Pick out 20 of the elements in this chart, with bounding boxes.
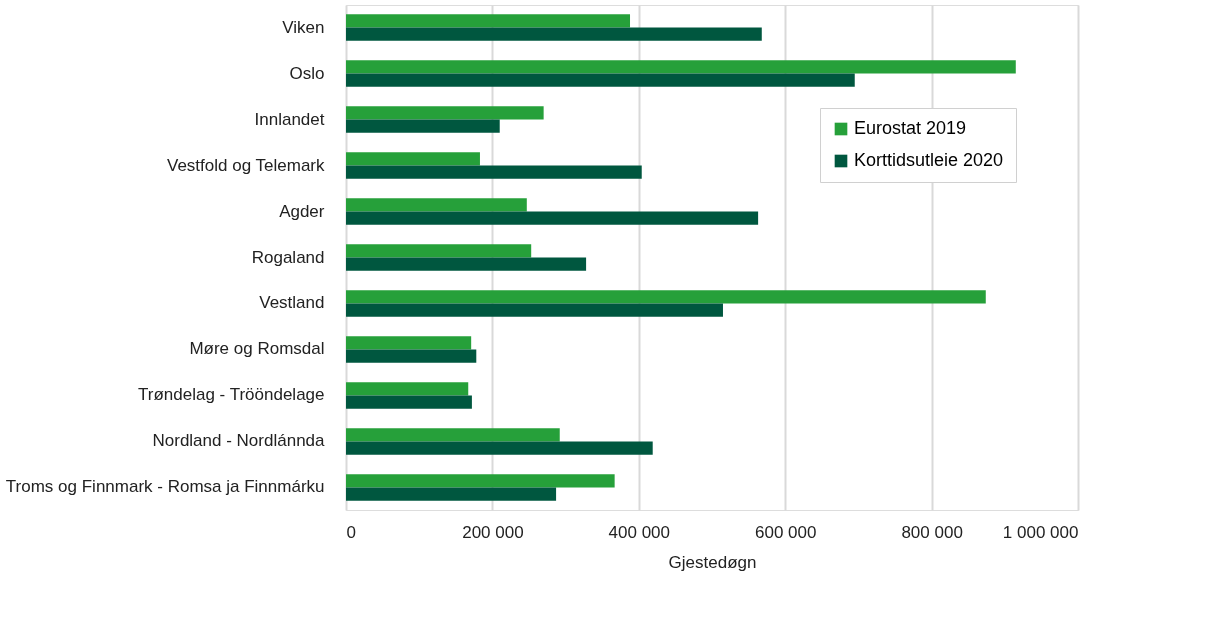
y-tick-label: Nordland - Nordlánnda xyxy=(152,431,326,451)
y-tick-label: Rogaland xyxy=(251,247,325,267)
y-tick-label: Innlandet xyxy=(254,109,325,129)
y-tick-label: Agder xyxy=(279,201,325,221)
y-tick-label: Troms og Finnmark - Romsa ja Finnmárku xyxy=(5,477,325,497)
x-tick-label: 0 xyxy=(346,522,356,542)
y-tick-label: Møre og Romsdal xyxy=(189,339,325,359)
y-tick-label: Viken xyxy=(282,17,325,37)
x-tick-label: 1 000 000 xyxy=(1002,522,1079,542)
x-tick-label: 800 000 xyxy=(901,522,963,542)
x-axis-title: Gjestedøgn xyxy=(668,552,757,572)
y-tick-label: Oslo xyxy=(289,63,325,83)
y-tick-label: Vestland xyxy=(259,293,325,313)
legend-label: Eurostat 2019 xyxy=(854,118,967,138)
y-tick-label: Trøndelag - Trööndelage xyxy=(138,385,325,405)
legend-label: Korttidsutleie 2020 xyxy=(854,150,1004,170)
x-tick-label: 400 000 xyxy=(608,522,671,542)
x-tick-label: 200 000 xyxy=(462,522,524,542)
x-tick-label: 600 000 xyxy=(754,522,817,542)
y-tick-label: Vestfold og Telemark xyxy=(167,155,325,175)
